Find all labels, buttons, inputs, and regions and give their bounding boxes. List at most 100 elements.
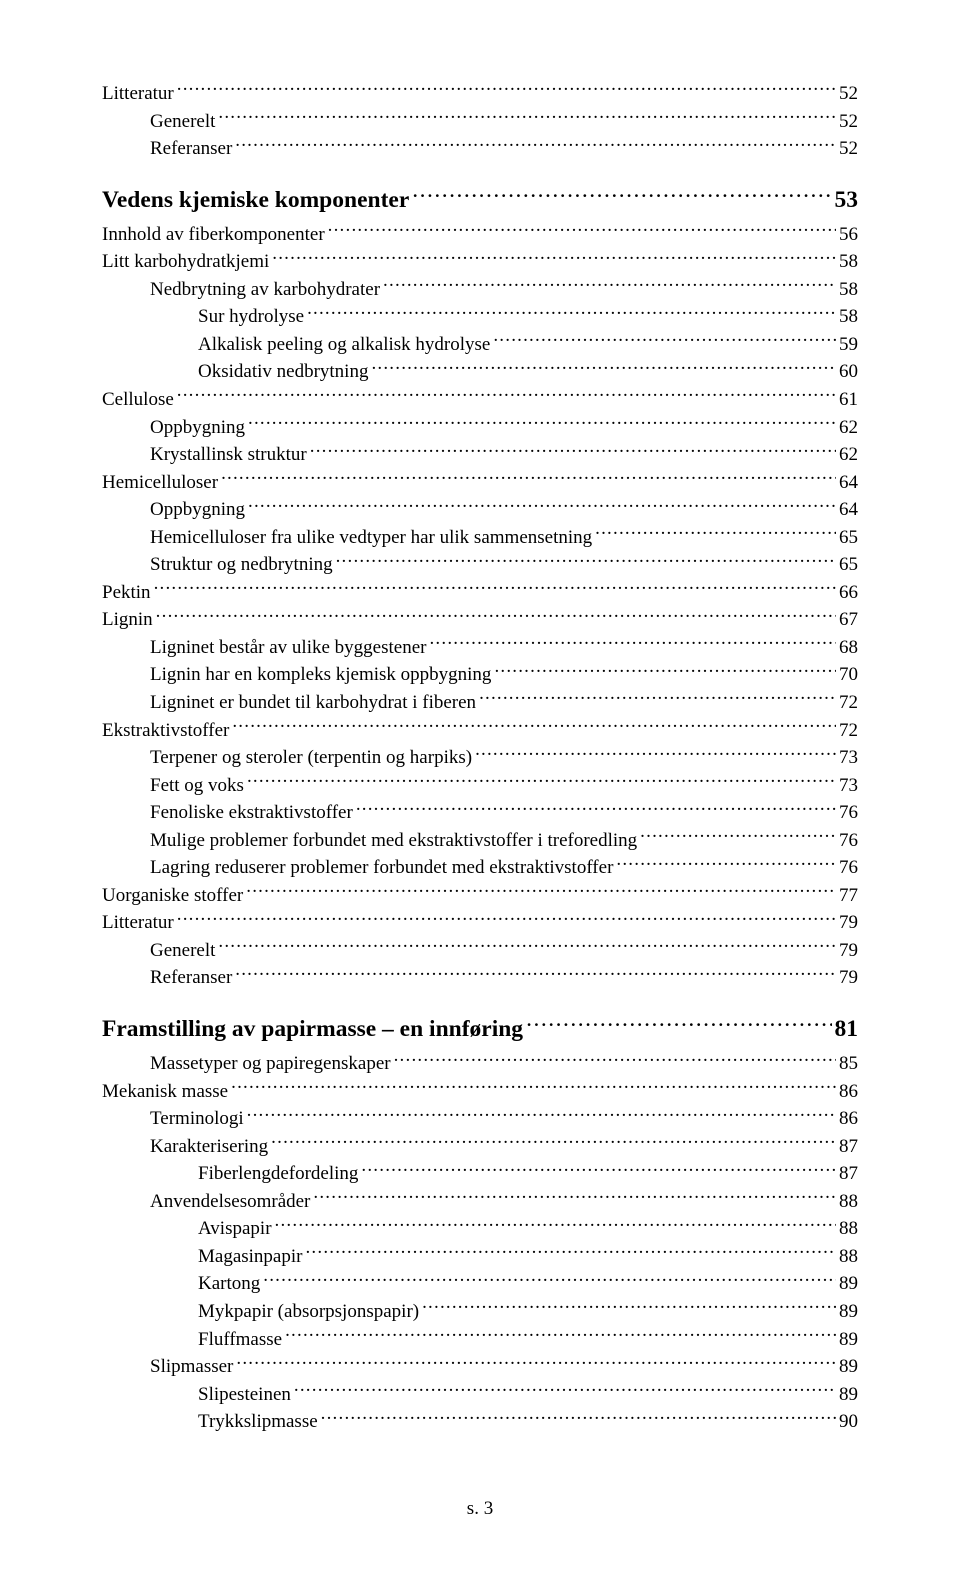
toc-entry: Lignin 67: [102, 606, 858, 634]
toc-leader-dots: [177, 80, 836, 99]
toc-label: Mulige problemer forbundet med ekstrakti…: [150, 827, 637, 855]
toc-label: Lignin har en kompleks kjemisk oppbygnin…: [150, 661, 491, 689]
toc-label: Struktur og nedbrytning: [150, 551, 333, 579]
toc-entry: Ekstraktivstoffer 72: [102, 717, 858, 745]
toc-leader-dots: [271, 1133, 836, 1152]
toc-label: Slipesteinen: [198, 1381, 291, 1409]
toc-label: Litteratur: [102, 80, 174, 108]
toc-label: Oppbygning: [150, 414, 245, 442]
toc-leader-dots: [177, 909, 836, 928]
toc-label: Avispapir: [198, 1215, 272, 1243]
toc-page-number: 52: [839, 135, 858, 163]
toc-entry: Nedbrytning av karbohydrater 58: [102, 276, 858, 304]
toc-leader-dots: [383, 276, 836, 295]
toc-leader-dots: [275, 1215, 836, 1234]
toc-entry: Alkalisk peeling og alkalisk hydrolyse 5…: [102, 331, 858, 359]
toc-entry: Karakterisering 87: [102, 1133, 858, 1161]
toc-label: Cellulose: [102, 386, 174, 414]
toc-leader-dots: [235, 135, 836, 154]
toc-leader-dots: [246, 882, 836, 901]
toc-label: Lagring reduserer problemer forbundet me…: [150, 854, 613, 882]
toc-leader-dots: [177, 386, 836, 405]
toc-leader-dots: [371, 358, 836, 377]
toc-page-number: 76: [839, 827, 858, 855]
toc-entry: Sur hydrolyse 58: [102, 303, 858, 331]
toc-leader-dots: [248, 414, 836, 433]
toc-label: Terminologi: [150, 1105, 244, 1133]
toc-entry: Pektin 66: [102, 579, 858, 607]
toc-page-number: 86: [839, 1105, 858, 1133]
toc-list: Litteratur 52Generelt 52Referanser 52Ved…: [102, 80, 858, 1436]
toc-label: Hemicelluloser fra ulike vedtyper har ul…: [150, 524, 592, 552]
toc-entry: Kartong 89: [102, 1270, 858, 1298]
toc-leader-dots: [247, 1105, 836, 1124]
toc-entry: Mulige problemer forbundet med ekstrakti…: [102, 827, 858, 855]
toc-label: Oppbygning: [150, 496, 245, 524]
toc-leader-dots: [307, 303, 836, 322]
toc-entry: Anvendelsesområder 88: [102, 1188, 858, 1216]
toc-page-number: 58: [839, 248, 858, 276]
toc-label: Mekanisk masse: [102, 1078, 228, 1106]
toc-page-number: 65: [839, 551, 858, 579]
toc-label: Hemicelluloser: [102, 469, 218, 497]
toc-page-number: 52: [839, 80, 858, 108]
toc-entry: Hemicelluloser fra ulike vedtyper har ul…: [102, 524, 858, 552]
toc-page-number: 52: [839, 108, 858, 136]
toc-entry: Fenoliske ekstraktivstoffer 76: [102, 799, 858, 827]
toc-page-number: 89: [839, 1353, 858, 1381]
toc-page-number: 62: [839, 441, 858, 469]
toc-label: Vedens kjemiske komponenter: [102, 183, 409, 217]
toc-label: Ligninet er bundet til karbohydrat i fib…: [150, 689, 476, 717]
toc-label: Alkalisk peeling og alkalisk hydrolyse: [198, 331, 490, 359]
toc-page-number: 67: [839, 606, 858, 634]
toc-entry: Terminologi 86: [102, 1105, 858, 1133]
toc-leader-dots: [248, 496, 836, 515]
toc-page-number: 64: [839, 496, 858, 524]
toc-leader-dots: [595, 524, 836, 543]
toc-leader-dots: [394, 1050, 836, 1069]
toc-page-number: 64: [839, 469, 858, 497]
toc-label: Sur hydrolyse: [198, 303, 304, 331]
toc-page-number: 88: [839, 1215, 858, 1243]
toc-page-number: 72: [839, 717, 858, 745]
toc-entry: Fluffmasse 89: [102, 1326, 858, 1354]
toc-entry: Oppbygning 62: [102, 414, 858, 442]
toc-entry: Hemicelluloser 64: [102, 469, 858, 497]
toc-page-number: 68: [839, 634, 858, 662]
toc-entry: Ligninet er bundet til karbohydrat i fib…: [102, 689, 858, 717]
toc-entry: Uorganiske stoffer 77: [102, 882, 858, 910]
toc-leader-dots: [475, 744, 836, 763]
toc-leader-dots: [263, 1270, 836, 1289]
toc-label: Lignin: [102, 606, 153, 634]
toc-entry: Fiberlengdefordeling 87: [102, 1160, 858, 1188]
toc-entry: Innhold av fiberkomponenter 56: [102, 221, 858, 249]
toc-entry: Litt karbohydratkjemi 58: [102, 248, 858, 276]
toc-entry: Framstilling av papirmasse – en innførin…: [102, 1012, 858, 1046]
toc-entry: Terpener og steroler (terpentin og harpi…: [102, 744, 858, 772]
toc-leader-dots: [247, 772, 836, 791]
toc-page-number: 79: [839, 909, 858, 937]
toc-entry: Vedens kjemiske komponenter 53: [102, 183, 858, 217]
toc-page: Litteratur 52Generelt 52Referanser 52Ved…: [0, 0, 960, 1570]
toc-leader-dots: [493, 331, 836, 350]
toc-page-number: 79: [839, 937, 858, 965]
toc-entry: Magasinpapir 88: [102, 1243, 858, 1271]
toc-leader-dots: [294, 1381, 836, 1400]
toc-label: Terpener og steroler (terpentin og harpi…: [150, 744, 472, 772]
toc-entry: Trykkslipmasse 90: [102, 1408, 858, 1436]
toc-leader-dots: [640, 827, 836, 846]
toc-leader-dots: [328, 221, 836, 240]
toc-label: Mykpapir (absorpsjonspapir): [198, 1298, 419, 1326]
toc-entry: Referanser 79: [102, 964, 858, 992]
toc-label: Anvendelsesområder: [150, 1188, 310, 1216]
toc-page-number: 56: [839, 221, 858, 249]
toc-label: Massetyper og papiregenskaper: [150, 1050, 391, 1078]
toc-entry: Cellulose 61: [102, 386, 858, 414]
toc-page-number: 73: [839, 744, 858, 772]
toc-leader-dots: [310, 441, 836, 460]
toc-leader-dots: [235, 964, 836, 983]
toc-page-number: 89: [839, 1326, 858, 1354]
toc-entry: Avispapir 88: [102, 1215, 858, 1243]
toc-label: Slipmasser: [150, 1353, 233, 1381]
toc-label: Litteratur: [102, 909, 174, 937]
